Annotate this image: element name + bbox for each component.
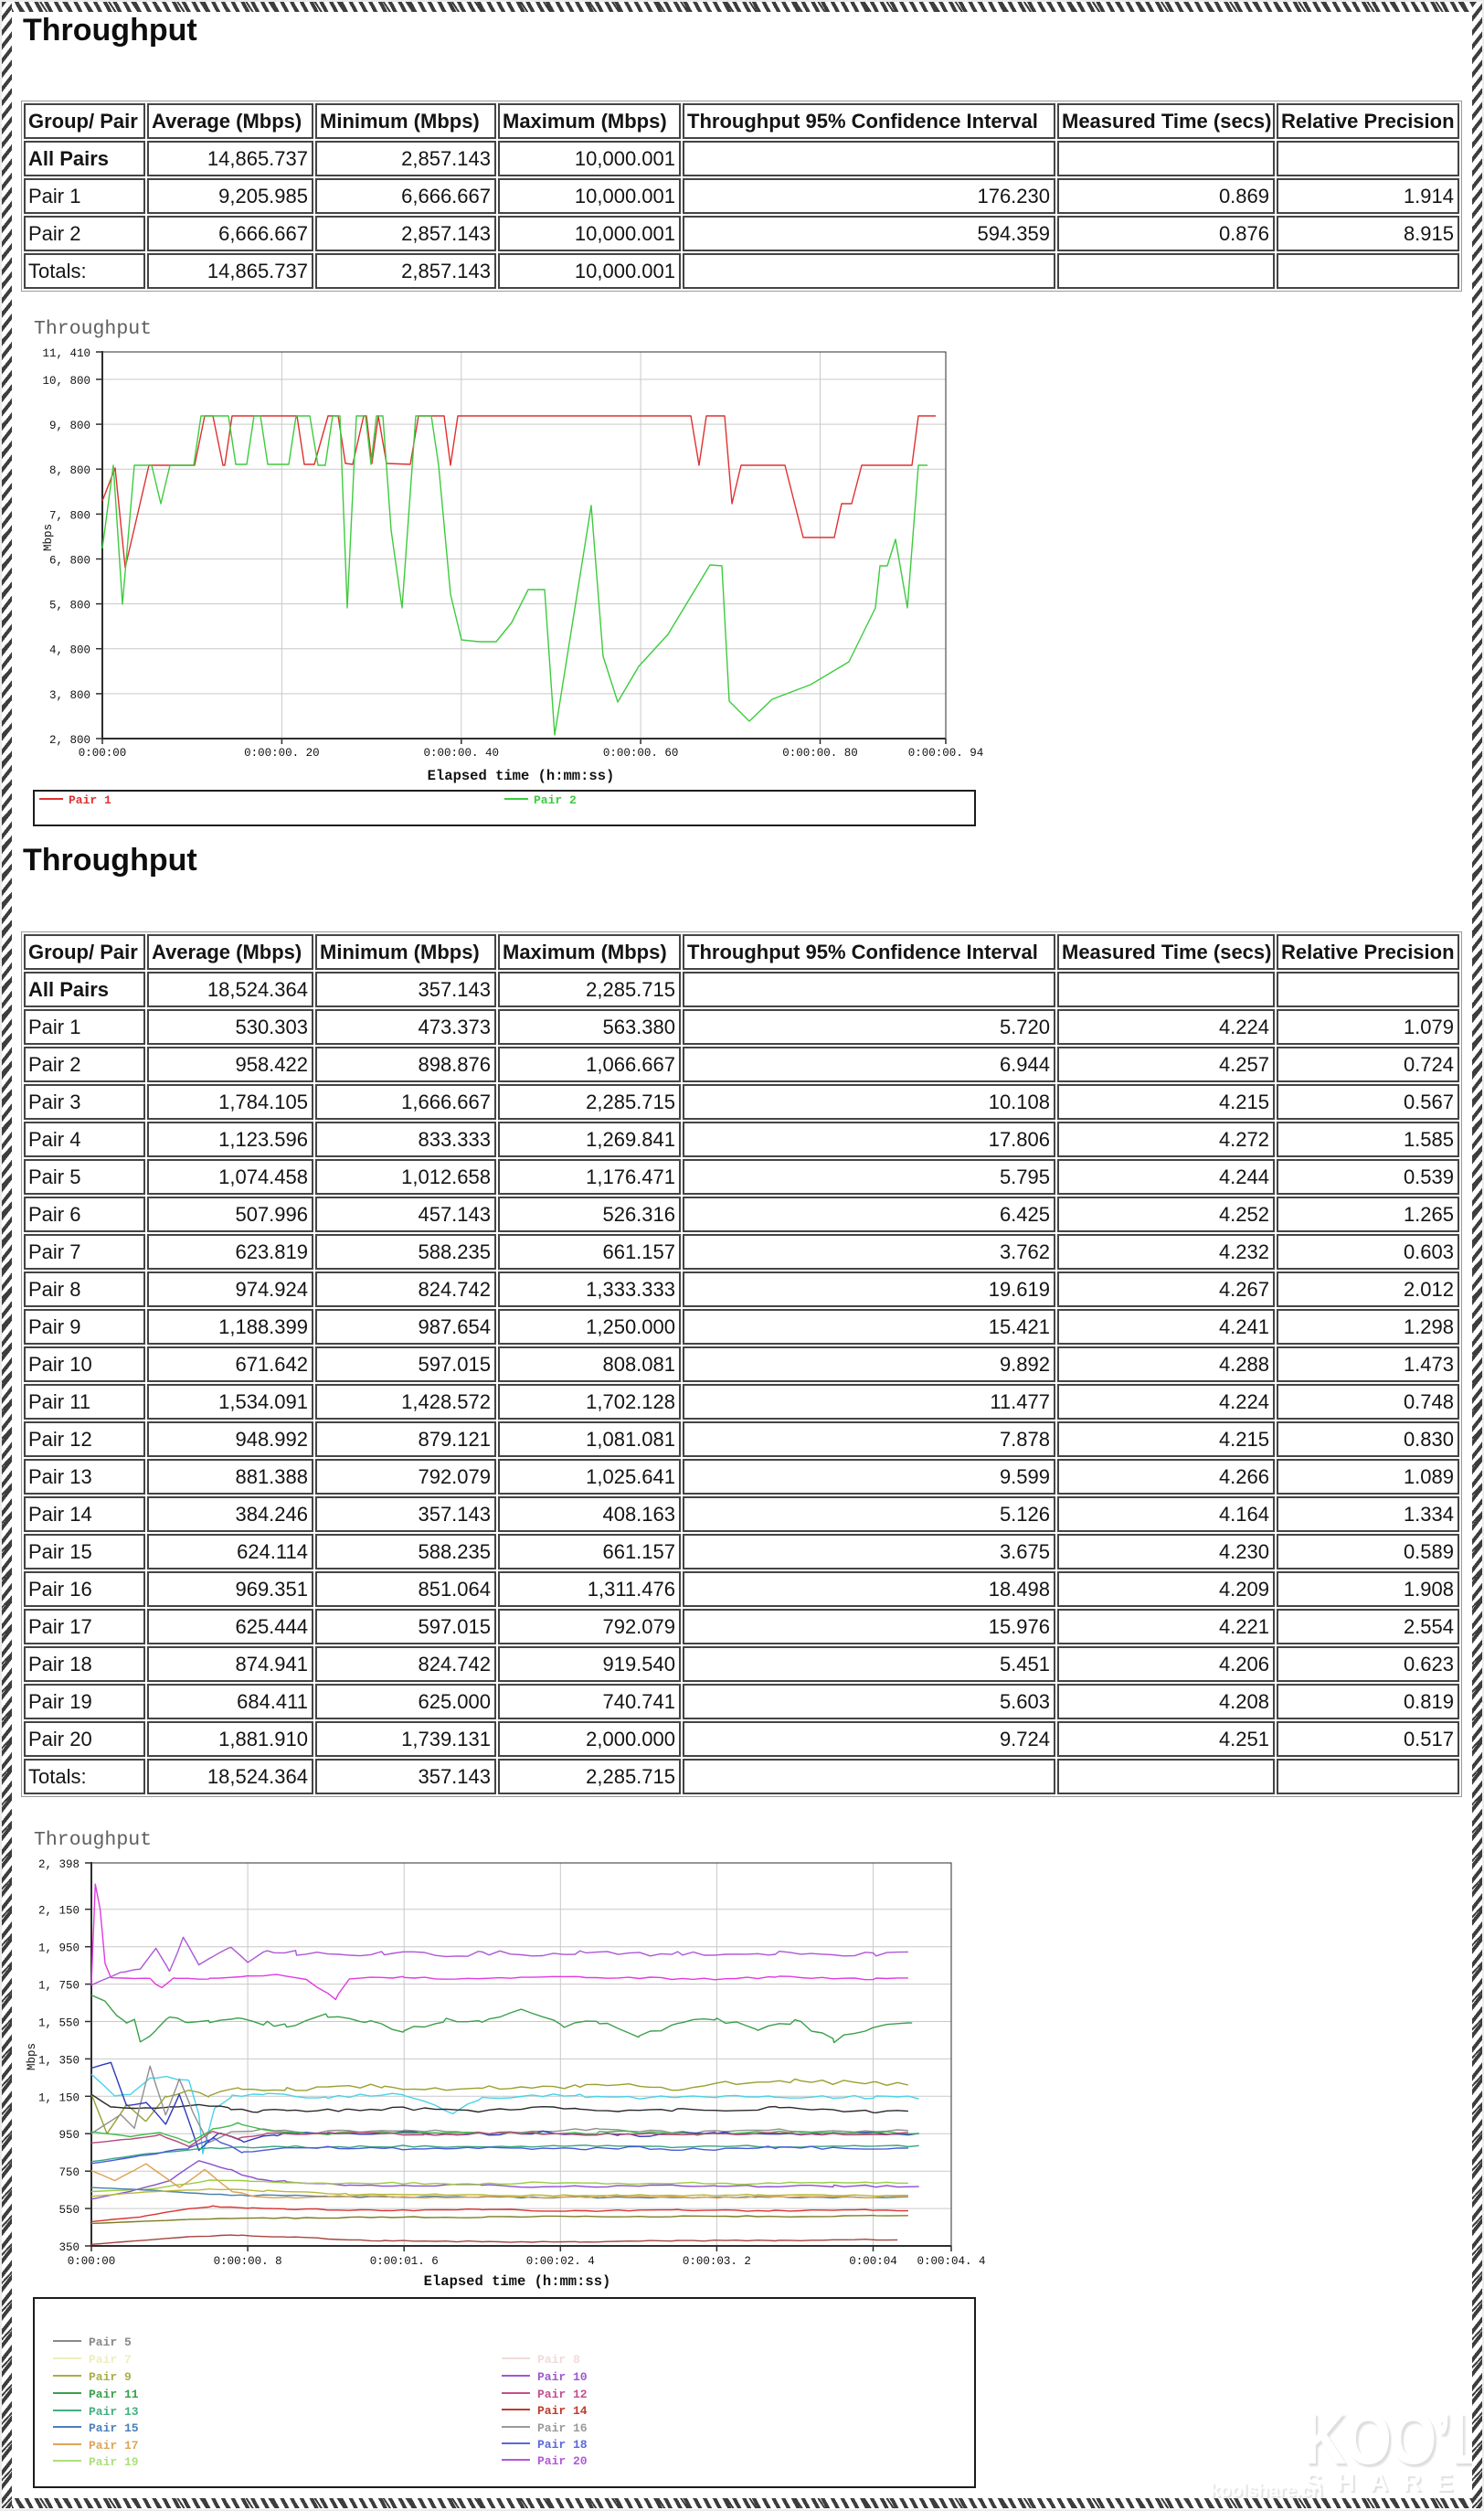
- svg-text:Elapsed time (h:mm:ss): Elapsed time (h:mm:ss): [424, 2273, 611, 2290]
- svg-text:2, 398: 2, 398: [38, 1858, 80, 1871]
- svg-text:0:00:01. 6: 0:00:01. 6: [370, 2255, 439, 2268]
- svg-text:2, 800: 2, 800: [49, 734, 90, 747]
- svg-text:Pair 9: Pair 9: [89, 2370, 132, 2384]
- svg-text:Pair 7: Pair 7: [89, 2353, 132, 2367]
- svg-text:0:00:00. 60: 0:00:00. 60: [603, 747, 679, 760]
- svg-text:0:00:00: 0:00:00: [79, 747, 127, 760]
- svg-text:Mbps: Mbps: [26, 2043, 38, 2070]
- svg-text:0:00:00. 94: 0:00:00. 94: [908, 747, 984, 760]
- svg-text:1, 350: 1, 350: [38, 2054, 80, 2067]
- svg-text:4, 800: 4, 800: [49, 644, 90, 657]
- svg-text:1, 950: 1, 950: [38, 1942, 80, 1955]
- svg-text:11, 410: 11, 410: [42, 347, 90, 360]
- svg-text:Pair 19: Pair 19: [89, 2455, 139, 2469]
- svg-text:Pair 20: Pair 20: [537, 2454, 588, 2468]
- svg-text:0:00:00. 20: 0:00:00. 20: [244, 747, 320, 760]
- svg-text:Pair 12: Pair 12: [537, 2388, 588, 2401]
- svg-text:950: 950: [58, 2129, 80, 2142]
- svg-text:10, 800: 10, 800: [42, 375, 90, 388]
- svg-text:9, 800: 9, 800: [49, 420, 90, 432]
- svg-text:1, 550: 1, 550: [38, 2017, 80, 2030]
- svg-text:0:00:00. 80: 0:00:00. 80: [782, 747, 858, 760]
- svg-text:Pair 10: Pair 10: [537, 2370, 588, 2384]
- svg-text:5, 800: 5, 800: [49, 600, 90, 612]
- svg-text:Elapsed time (h:mm:ss): Elapsed time (h:mm:ss): [428, 768, 615, 784]
- svg-text:Pair 16: Pair 16: [537, 2421, 588, 2435]
- svg-text:6, 800: 6, 800: [49, 555, 90, 568]
- svg-text:Throughput: Throughput: [34, 1829, 152, 1851]
- svg-text:Pair 13: Pair 13: [89, 2405, 139, 2419]
- svg-text:0:00:02. 4: 0:00:02. 4: [526, 2255, 595, 2268]
- svg-text:7, 800: 7, 800: [49, 509, 90, 522]
- svg-text:750: 750: [58, 2166, 80, 2179]
- svg-text:2, 150: 2, 150: [38, 1905, 80, 1918]
- svg-text:1, 750: 1, 750: [38, 1980, 80, 1993]
- svg-text:0:00:04. 4: 0:00:04. 4: [917, 2255, 985, 2268]
- svg-text:0:00:00. 8: 0:00:00. 8: [214, 2255, 282, 2268]
- svg-text:1, 150: 1, 150: [38, 2091, 80, 2104]
- svg-text:550: 550: [58, 2204, 80, 2217]
- svg-text:350: 350: [58, 2241, 80, 2254]
- svg-text:Pair 8: Pair 8: [537, 2353, 580, 2367]
- svg-text:Pair 17: Pair 17: [89, 2439, 139, 2452]
- svg-text:0:00:04: 0:00:04: [849, 2255, 897, 2268]
- svg-text:0:00:00: 0:00:00: [68, 2255, 116, 2268]
- svg-text:0:00:00. 40: 0:00:00. 40: [424, 747, 500, 760]
- svg-text:Pair 5: Pair 5: [89, 2335, 132, 2349]
- svg-text:Pair 18: Pair 18: [537, 2438, 588, 2452]
- svg-text:3, 800: 3, 800: [49, 689, 90, 702]
- svg-text:Pair 11: Pair 11: [89, 2388, 139, 2401]
- svg-text:Pair 15: Pair 15: [89, 2421, 139, 2435]
- svg-text:Pair 2: Pair 2: [534, 793, 577, 807]
- svg-text:Pair 14: Pair 14: [537, 2404, 588, 2418]
- svg-text:Pair 1: Pair 1: [69, 793, 111, 807]
- svg-text:0:00:03. 2: 0:00:03. 2: [683, 2255, 751, 2268]
- svg-text:Mbps: Mbps: [42, 524, 55, 551]
- svg-text:Throughput: Throughput: [34, 318, 152, 340]
- svg-text:8, 800: 8, 800: [49, 464, 90, 477]
